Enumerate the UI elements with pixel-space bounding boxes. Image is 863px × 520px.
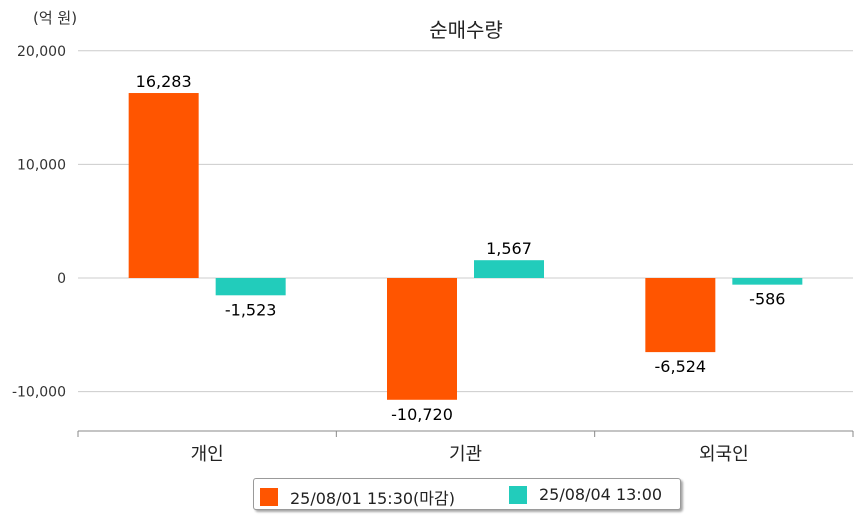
bar[interactable] <box>474 260 544 278</box>
x-tick-label: 기관 <box>449 444 482 465</box>
y-tick-label: 10,000 <box>17 157 66 173</box>
bar[interactable] <box>215 278 286 296</box>
y-axis: 20,000 10,000 0 -10,000 <box>12 44 66 401</box>
unit-label: (억 원) <box>33 9 77 27</box>
bar[interactable] <box>645 278 716 353</box>
legend-item-series-1[interactable]: 25/08/01 15:30(마감) <box>260 485 455 509</box>
chart-title: 순매수량 <box>429 18 503 42</box>
legend-label-series-2: 25/08/04 13:00 <box>539 485 663 504</box>
data-label: 1,567 <box>486 239 532 258</box>
gridlines <box>78 50 853 393</box>
legend-item-series-2[interactable]: 25/08/04 13:00 <box>509 485 662 504</box>
data-label: -1,523 <box>225 300 277 319</box>
x-tick-label: 개인 <box>191 444 224 465</box>
legend-swatch-series-2 <box>509 485 527 504</box>
data-label: -6,524 <box>655 357 707 376</box>
legend-label-series-1: 25/08/01 15:30(마감) <box>290 489 455 508</box>
y-tick-label: -10,000 <box>12 385 66 401</box>
y-tick-label: 0 <box>57 271 66 287</box>
y-tick-label: 20,000 <box>17 44 66 60</box>
bars: 16,283 -1,523 -10,720 1,567 -6,524 -586 <box>128 72 803 424</box>
x-tick-label: 외국인 <box>699 444 749 465</box>
x-axis: 개인 기관 외국인 <box>77 430 854 465</box>
legend: 25/08/01 15:30(마감) 25/08/04 13:00 <box>253 478 681 510</box>
bar[interactable] <box>128 93 199 279</box>
data-label: 16,283 <box>136 72 192 91</box>
bar[interactable] <box>387 278 457 400</box>
legend-swatch-series-1 <box>260 488 278 506</box>
data-label: -586 <box>749 290 785 309</box>
bar[interactable] <box>732 278 803 285</box>
data-label: -10,720 <box>391 405 453 424</box>
